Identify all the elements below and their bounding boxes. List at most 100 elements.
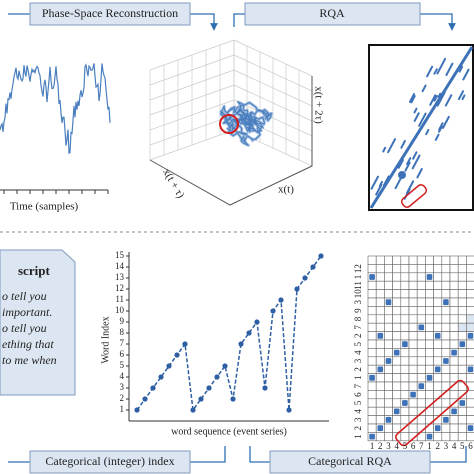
script-line: o tell you (2, 289, 47, 303)
x-label: 2 (435, 441, 440, 451)
cell (433, 322, 443, 332)
cell (375, 255, 385, 265)
cell (449, 264, 459, 274)
cell (367, 280, 377, 290)
recurrence-line (370, 175, 380, 190)
recurrence-cell (434, 332, 441, 339)
recurrence-cell (377, 366, 384, 373)
header-box (29, 2, 191, 26)
cell (441, 322, 451, 332)
cell (457, 356, 467, 366)
recurrence-line (436, 57, 447, 75)
cell (384, 306, 393, 316)
recurrence-line (382, 146, 387, 153)
cell (392, 364, 402, 374)
cell (416, 289, 426, 299)
highlight (219, 114, 239, 134)
recurrence-cell (434, 425, 441, 432)
cell (433, 373, 443, 383)
header: Categorical RQA (308, 454, 392, 468)
script-box (0, 249, 76, 396)
cell (384, 432, 393, 442)
point (278, 297, 284, 303)
cell (433, 432, 443, 442)
cell (416, 339, 426, 349)
point (310, 264, 316, 270)
cell (416, 390, 426, 400)
cell (375, 289, 385, 299)
cell (433, 356, 443, 366)
cell (425, 264, 434, 274)
cell (375, 314, 385, 324)
y-tick-label: 14 (115, 261, 125, 271)
cell (392, 390, 402, 400)
cell (416, 398, 426, 408)
cell (384, 289, 393, 299)
cell (375, 272, 385, 282)
cell (400, 364, 410, 374)
recurrence-cell (377, 332, 384, 339)
cell (441, 306, 451, 316)
axis-label: x(t) (278, 184, 294, 196)
header: Categorical (integer) index (45, 454, 174, 468)
recurrence-line (461, 94, 466, 101)
y-label: 2 (353, 334, 363, 339)
recurrence-cell (467, 366, 474, 373)
cell (392, 373, 402, 383)
recurrence-cell (402, 400, 408, 406)
recurrence-line (434, 133, 440, 141)
recurrence-cell (393, 349, 400, 356)
cell (408, 423, 418, 433)
cell (449, 339, 459, 349)
cell (400, 314, 410, 324)
axis-label: x(t + 2τ) (312, 86, 324, 124)
cell (375, 415, 385, 425)
cell (384, 280, 393, 290)
cell (441, 348, 451, 358)
cell (449, 364, 459, 374)
cell (384, 423, 393, 433)
recurrence-cell (426, 374, 433, 381)
cell (384, 314, 393, 324)
cell (392, 331, 402, 341)
header-box (29, 450, 191, 474)
y-label: Word Index (100, 316, 111, 363)
cell (425, 314, 434, 324)
recurrence-line (387, 138, 397, 154)
x-label: 6 (468, 441, 473, 451)
y-tick-label: 15 (115, 250, 125, 260)
cell (449, 373, 459, 383)
cell (367, 415, 377, 425)
cell (466, 314, 474, 324)
recurrence-line (413, 107, 418, 114)
point (190, 407, 196, 413)
point (254, 319, 260, 325)
cell (466, 264, 474, 274)
recurrence-cell (459, 341, 466, 348)
cell (384, 331, 393, 341)
cell (425, 356, 434, 366)
recurrence-cell (443, 358, 449, 364)
recurrence-cell (467, 425, 474, 432)
recurrence-cell (418, 324, 425, 331)
cell (416, 348, 426, 358)
cell (457, 406, 467, 416)
cell (408, 406, 418, 416)
recurrence-cell (385, 416, 392, 423)
cell (408, 280, 418, 290)
cell (367, 322, 377, 332)
recurrence-plot (368, 44, 474, 211)
recurrence-cell (451, 349, 457, 356)
recurrence-line (411, 154, 421, 170)
cell (384, 406, 393, 416)
cell (433, 314, 443, 324)
cell (441, 331, 451, 341)
recurrence-cell (402, 341, 408, 348)
script-line: important. (2, 305, 52, 319)
cell (375, 306, 385, 316)
cube-edge (149, 76, 313, 206)
y-tick-label: 10 (115, 305, 125, 315)
script-line: to me when (2, 353, 57, 367)
cell (367, 255, 377, 265)
cell (466, 356, 474, 366)
